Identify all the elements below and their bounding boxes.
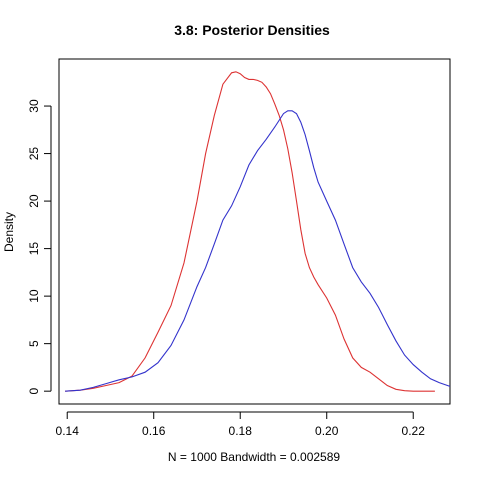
- x-tick-label: 0.16: [142, 424, 166, 438]
- y-tick-label: 0: [27, 388, 41, 395]
- y-tick-label: 30: [27, 99, 41, 113]
- x-tick-label: 0.18: [229, 424, 253, 438]
- density-line-1: [65, 71, 435, 392]
- y-tick-label: 20: [27, 194, 41, 208]
- plot-frame: [58, 58, 451, 405]
- y-axis-label: Density: [2, 212, 16, 252]
- x-tick-label: 0.22: [402, 424, 426, 438]
- y-tick-label: 25: [27, 147, 41, 161]
- x-tick-label: 0.14: [56, 424, 80, 438]
- y-tick-label: 10: [27, 289, 41, 303]
- chart-title: 3.8: Posterior Densities: [174, 22, 330, 38]
- x-axis-label: N = 1000 Bandwidth = 0.002589: [168, 450, 340, 464]
- series-layer: [65, 71, 451, 392]
- y-tick-label: 5: [27, 340, 41, 347]
- density-line-2: [65, 110, 451, 392]
- y-tick-label: 15: [27, 242, 41, 256]
- y-axis: 0 5 10 15 20 25 30: [27, 99, 52, 395]
- x-tick-label: 0.20: [315, 424, 339, 438]
- x-axis: 0.14 0.16 0.18 0.20 0.22: [56, 411, 426, 438]
